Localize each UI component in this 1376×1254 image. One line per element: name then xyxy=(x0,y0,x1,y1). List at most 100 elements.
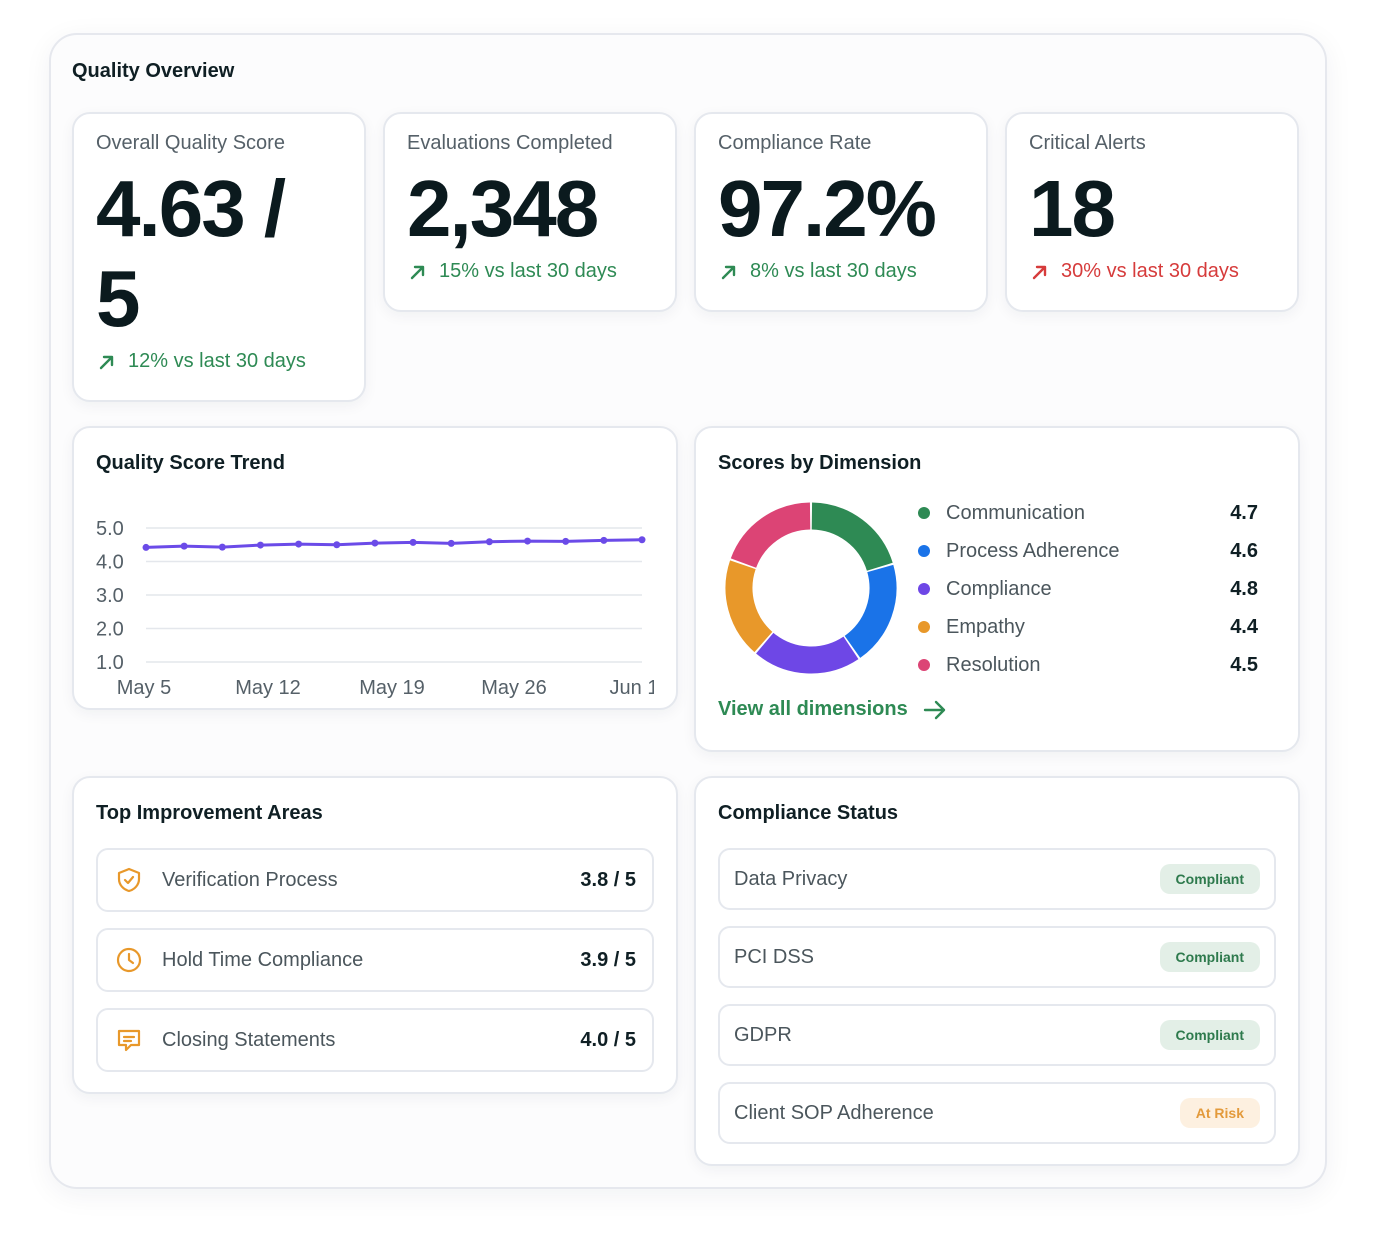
trend-point[interactable] xyxy=(371,539,379,547)
section-title: Compliance Status xyxy=(718,802,899,824)
status-badge: Compliant xyxy=(1159,864,1260,894)
legend-value: 4.7 xyxy=(1230,501,1258,524)
shield-check-icon xyxy=(114,865,144,895)
trend-point[interactable] xyxy=(562,537,570,545)
legend-value: 4.4 xyxy=(1230,615,1258,638)
page-title: Quality Overview xyxy=(72,60,235,82)
kpi-trend-text: 15% vs last 30 days xyxy=(439,260,617,282)
legend-dot xyxy=(918,659,930,671)
trend-point[interactable] xyxy=(485,538,493,546)
compliance-item[interactable]: PCI DSS Compliant xyxy=(718,926,1276,988)
donut-slice-compliance[interactable] xyxy=(756,632,859,674)
kpi-trend-text: 30% vs last 30 days xyxy=(1061,260,1239,282)
trend-point[interactable] xyxy=(295,540,303,548)
improvement-score: 3.9 / 5 xyxy=(580,948,636,971)
legend-dot xyxy=(918,507,930,519)
section-title: Scores by Dimension xyxy=(718,452,922,474)
improvement-item[interactable]: Hold Time Compliance 3.9 / 5 xyxy=(96,928,654,992)
x-tick-label: May 26 xyxy=(481,677,547,699)
kpi-trend-text: 12% vs last 30 days xyxy=(128,350,306,372)
clock-icon xyxy=(114,945,144,975)
arrow-up-right-icon xyxy=(410,265,425,279)
arrow-up-right-icon xyxy=(1032,265,1047,279)
compliance-item[interactable]: Client SOP Adherence At Risk xyxy=(718,1082,1276,1144)
dimensions-donut-chart xyxy=(725,502,897,674)
x-tick-label: Jun 1 xyxy=(610,677,654,699)
trend-point[interactable] xyxy=(638,536,646,544)
improvement-card: Top Improvement Areas Verification Proce… xyxy=(72,776,678,1094)
legend-value: 4.6 xyxy=(1230,539,1258,562)
improvement-label: Verification Process xyxy=(162,868,338,891)
compliance-item[interactable]: GDPR Compliant xyxy=(718,1004,1276,1066)
y-tick-label: 2.0 xyxy=(96,619,124,641)
improvement-item[interactable]: Verification Process 3.8 / 5 xyxy=(96,848,654,912)
donut-slice-communication[interactable] xyxy=(811,502,893,572)
improvement-item[interactable]: Closing Statements 4.0 / 5 xyxy=(96,1008,654,1072)
kpi-value: 4.63 / xyxy=(96,164,286,253)
compliance-label: Client SOP Adherence xyxy=(734,1101,934,1124)
y-tick-label: 3.0 xyxy=(96,585,124,607)
trend-point[interactable] xyxy=(256,541,264,549)
status-badge: Compliant xyxy=(1159,942,1260,972)
kpi-label: Critical Alerts xyxy=(1029,132,1146,154)
kpi-card-compliance-rate: Compliance Rate 97.2% 8% vs last 30 days xyxy=(694,112,988,312)
kpi-label: Compliance Rate xyxy=(718,132,872,154)
kpi-card-quality-score: Overall Quality Score 4.63 / 5 12% vs la… xyxy=(72,112,366,402)
message-icon xyxy=(114,1025,144,1055)
legend-item: Resolution 4.5 xyxy=(918,650,1258,680)
kpi-value: 18 xyxy=(1029,164,1116,253)
x-tick-label: May 19 xyxy=(359,677,425,699)
trend-point[interactable] xyxy=(409,538,417,546)
y-tick-label: 1.0 xyxy=(96,652,124,674)
trend-card: Quality Score Trend 5.0 4.0 3.0 2.0 1.0 May 5… xyxy=(72,426,678,710)
trend-point[interactable] xyxy=(180,542,188,550)
trend-point[interactable] xyxy=(447,539,455,547)
trend-series-line xyxy=(145,538,643,549)
kpi-value: 97.2% xyxy=(718,164,937,253)
compliance-label: Data Privacy xyxy=(734,867,848,890)
kpi-trend: 8% vs last 30 days xyxy=(718,260,917,283)
improvement-score: 3.8 / 5 xyxy=(580,868,636,891)
legend-label: Empathy xyxy=(946,615,1025,638)
compliance-item[interactable]: Data Privacy Compliant xyxy=(718,848,1276,910)
y-tick-label: 4.0 xyxy=(96,552,124,574)
compliance-label: GDPR xyxy=(734,1023,792,1046)
view-all-dimensions-link[interactable]: View all dimensions xyxy=(718,698,948,721)
trend-point[interactable] xyxy=(524,537,532,545)
compliance-card: Compliance Status Data Privacy Compliant… xyxy=(694,776,1300,1166)
kpi-trend: 30% vs last 30 days xyxy=(1029,260,1239,283)
legend-item: Empathy 4.4 xyxy=(918,612,1258,642)
status-badge: At Risk xyxy=(1179,1098,1260,1128)
trend-point[interactable] xyxy=(218,543,226,551)
legend-label: Process Adherence xyxy=(946,539,1120,562)
kpi-value: 5 xyxy=(96,254,140,343)
legend-label: Communication xyxy=(946,501,1085,524)
kpi-card-evaluations: Evaluations Completed 2,348 15% vs last … xyxy=(383,112,677,312)
arrow-right-icon xyxy=(923,700,945,719)
kpi-trend: 15% vs last 30 days xyxy=(407,260,617,283)
kpi-label: Overall Quality Score xyxy=(96,132,285,154)
trend-point[interactable] xyxy=(600,536,608,544)
compliance-label: PCI DSS xyxy=(734,945,815,968)
legend-dot xyxy=(918,621,930,633)
donut-slice-empathy[interactable] xyxy=(725,560,773,653)
legend-value: 4.8 xyxy=(1230,577,1258,600)
arrow-up-right-icon xyxy=(721,265,736,279)
legend-dot xyxy=(918,583,930,595)
kpi-trend: 12% vs last 30 days xyxy=(96,350,306,373)
legend-value: 4.5 xyxy=(1230,653,1258,676)
kpi-label: Evaluations Completed xyxy=(407,132,613,154)
donut-slice-resolution[interactable] xyxy=(730,502,811,569)
improvement-label: Closing Statements xyxy=(162,1028,336,1051)
trend-point[interactable] xyxy=(142,543,150,551)
legend-label: Resolution xyxy=(946,653,1041,676)
dimensions-card: Scores by Dimension Communication 4.7 Pr… xyxy=(694,426,1300,752)
section-title: Top Improvement Areas xyxy=(96,802,323,824)
legend-item: Communication 4.7 xyxy=(918,498,1258,528)
y-tick-label: 5.0 xyxy=(96,518,124,540)
donut-slice-process-adherence[interactable] xyxy=(844,564,897,658)
status-badge: Compliant xyxy=(1159,1020,1260,1050)
view-all-dimensions-label[interactable]: View all dimensions xyxy=(718,698,908,720)
trend-point[interactable] xyxy=(333,541,341,549)
legend-item: Process Adherence 4.6 xyxy=(918,536,1258,566)
